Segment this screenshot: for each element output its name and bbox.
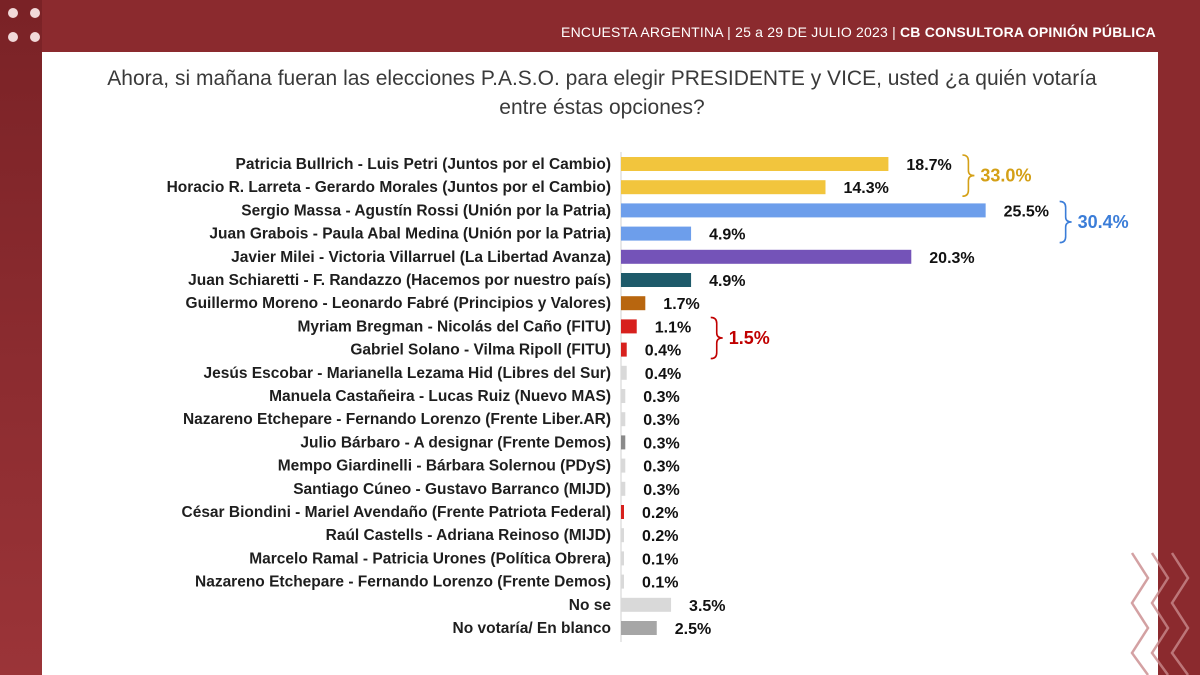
bar-chart: Patricia Bullrich - Luis Petri (Juntos p… bbox=[167, 152, 1129, 642]
value-label: 20.3% bbox=[929, 250, 974, 267]
value-label: 0.3% bbox=[643, 412, 679, 429]
category-label: No se bbox=[569, 597, 612, 614]
content-panel: Ahora, si mañana fueran las elecciones P… bbox=[42, 52, 1158, 675]
value-label: 4.9% bbox=[709, 273, 745, 290]
category-label: Patricia Bullrich - Luis Petri (Juntos p… bbox=[235, 156, 611, 173]
bar bbox=[621, 296, 646, 311]
left-frame bbox=[0, 0, 42, 675]
bar bbox=[621, 249, 912, 264]
bar bbox=[621, 574, 624, 589]
category-label: No votaría/ En blanco bbox=[453, 620, 611, 637]
value-label: 0.2% bbox=[642, 505, 678, 522]
value-label: 1.1% bbox=[655, 319, 691, 336]
category-label: Raúl Castells - Adriana Reinoso (MIJD) bbox=[326, 527, 611, 544]
value-label: 0.4% bbox=[645, 343, 681, 360]
header-text: ENCUESTA ARGENTINA | 25 a 29 DE JULIO 20… bbox=[561, 24, 1156, 40]
group-total-label: 33.0% bbox=[980, 166, 1031, 186]
bar bbox=[621, 435, 626, 450]
bar bbox=[621, 481, 626, 496]
header-survey: ENCUESTA ARGENTINA bbox=[561, 24, 724, 40]
bar bbox=[621, 273, 692, 287]
bar bbox=[621, 157, 889, 171]
bar bbox=[621, 528, 624, 543]
category-label: Nazareno Etchepare - Fernando Lorenzo (F… bbox=[183, 411, 611, 428]
category-label: Marcelo Ramal - Patricia Urones (Polític… bbox=[249, 550, 611, 567]
value-label: 0.3% bbox=[643, 435, 679, 452]
value-label: 0.1% bbox=[642, 575, 678, 592]
category-label: Juan Grabois - Paula Abal Medina (Unión … bbox=[209, 226, 611, 243]
group-brace bbox=[962, 154, 975, 197]
category-label: Mempo Giardinelli - Bárbara Solernou (PD… bbox=[278, 458, 611, 475]
value-label: 0.1% bbox=[642, 551, 678, 568]
value-label: 14.3% bbox=[843, 180, 888, 197]
category-label: Manuela Castañeira - Lucas Ruiz (Nuevo M… bbox=[269, 388, 611, 405]
bar bbox=[621, 458, 626, 473]
value-label: 0.3% bbox=[643, 389, 679, 406]
category-label: Gabriel Solano - Vilma Ripoll (FITU) bbox=[350, 342, 611, 359]
bar bbox=[621, 226, 692, 241]
group-brace bbox=[1059, 200, 1072, 244]
group-total-label: 1.5% bbox=[729, 328, 770, 348]
category-label: Javier Milei - Victoria Villarruel (La L… bbox=[231, 249, 611, 266]
category-label: Juan Schiaretti - F. Randazzo (Hacemos p… bbox=[188, 272, 611, 289]
bar bbox=[621, 342, 627, 357]
header-firm: CB CONSULTORA OPINIÓN PÚBLICA bbox=[900, 24, 1156, 40]
value-label: 2.5% bbox=[675, 621, 711, 638]
category-label: Julio Bárbaro - A designar (Frente Demos… bbox=[300, 434, 611, 451]
value-label: 1.7% bbox=[663, 296, 699, 313]
category-label: César Biondini - Mariel Avendaño (Frente… bbox=[182, 504, 612, 521]
value-label: 18.7% bbox=[906, 157, 951, 174]
value-label: 3.5% bbox=[689, 598, 725, 615]
value-label: 0.3% bbox=[643, 482, 679, 499]
category-label: Nazareno Etchepare - Fernando Lorenzo (F… bbox=[195, 574, 611, 591]
value-label: 25.5% bbox=[1004, 203, 1049, 220]
category-label: Sergio Massa - Agustín Rossi (Unión por … bbox=[241, 202, 611, 219]
category-label: Santiago Cúneo - Gustavo Barranco (MIJD) bbox=[293, 481, 611, 498]
value-label: 0.2% bbox=[642, 528, 678, 545]
value-label: 0.4% bbox=[645, 366, 681, 383]
chart-title: Ahora, si mañana fueran las elecciones P… bbox=[107, 67, 1097, 119]
bar bbox=[621, 621, 657, 635]
category-label: Jesús Escobar - Marianella Lezama Hid (L… bbox=[204, 365, 611, 382]
group-brace bbox=[710, 316, 723, 360]
bar bbox=[621, 365, 627, 380]
bar bbox=[621, 180, 826, 195]
bar bbox=[621, 412, 626, 427]
category-label: Guillermo Moreno - Leonardo Fabré (Princ… bbox=[186, 295, 611, 312]
bar bbox=[621, 551, 624, 566]
bar bbox=[621, 203, 986, 218]
bar bbox=[621, 319, 637, 334]
header-dates: 25 a 29 DE JULIO 2023 bbox=[735, 24, 888, 40]
value-label: 4.9% bbox=[709, 227, 745, 244]
value-label: 0.3% bbox=[643, 459, 679, 476]
decorative-chevrons bbox=[1130, 552, 1190, 675]
bar bbox=[621, 505, 624, 519]
bars-layer: Patricia Bullrich - Luis Petri (Juntos p… bbox=[167, 154, 1129, 638]
bar bbox=[621, 389, 626, 403]
category-label: Myriam Bregman - Nicolás del Caño (FITU) bbox=[298, 318, 612, 335]
group-total-label: 30.4% bbox=[1078, 212, 1129, 232]
header-bar: ENCUESTA ARGENTINA | 25 a 29 DE JULIO 20… bbox=[42, 0, 1200, 52]
category-label: Horacio R. Larreta - Gerardo Morales (Ju… bbox=[167, 179, 611, 196]
bar bbox=[621, 597, 672, 612]
